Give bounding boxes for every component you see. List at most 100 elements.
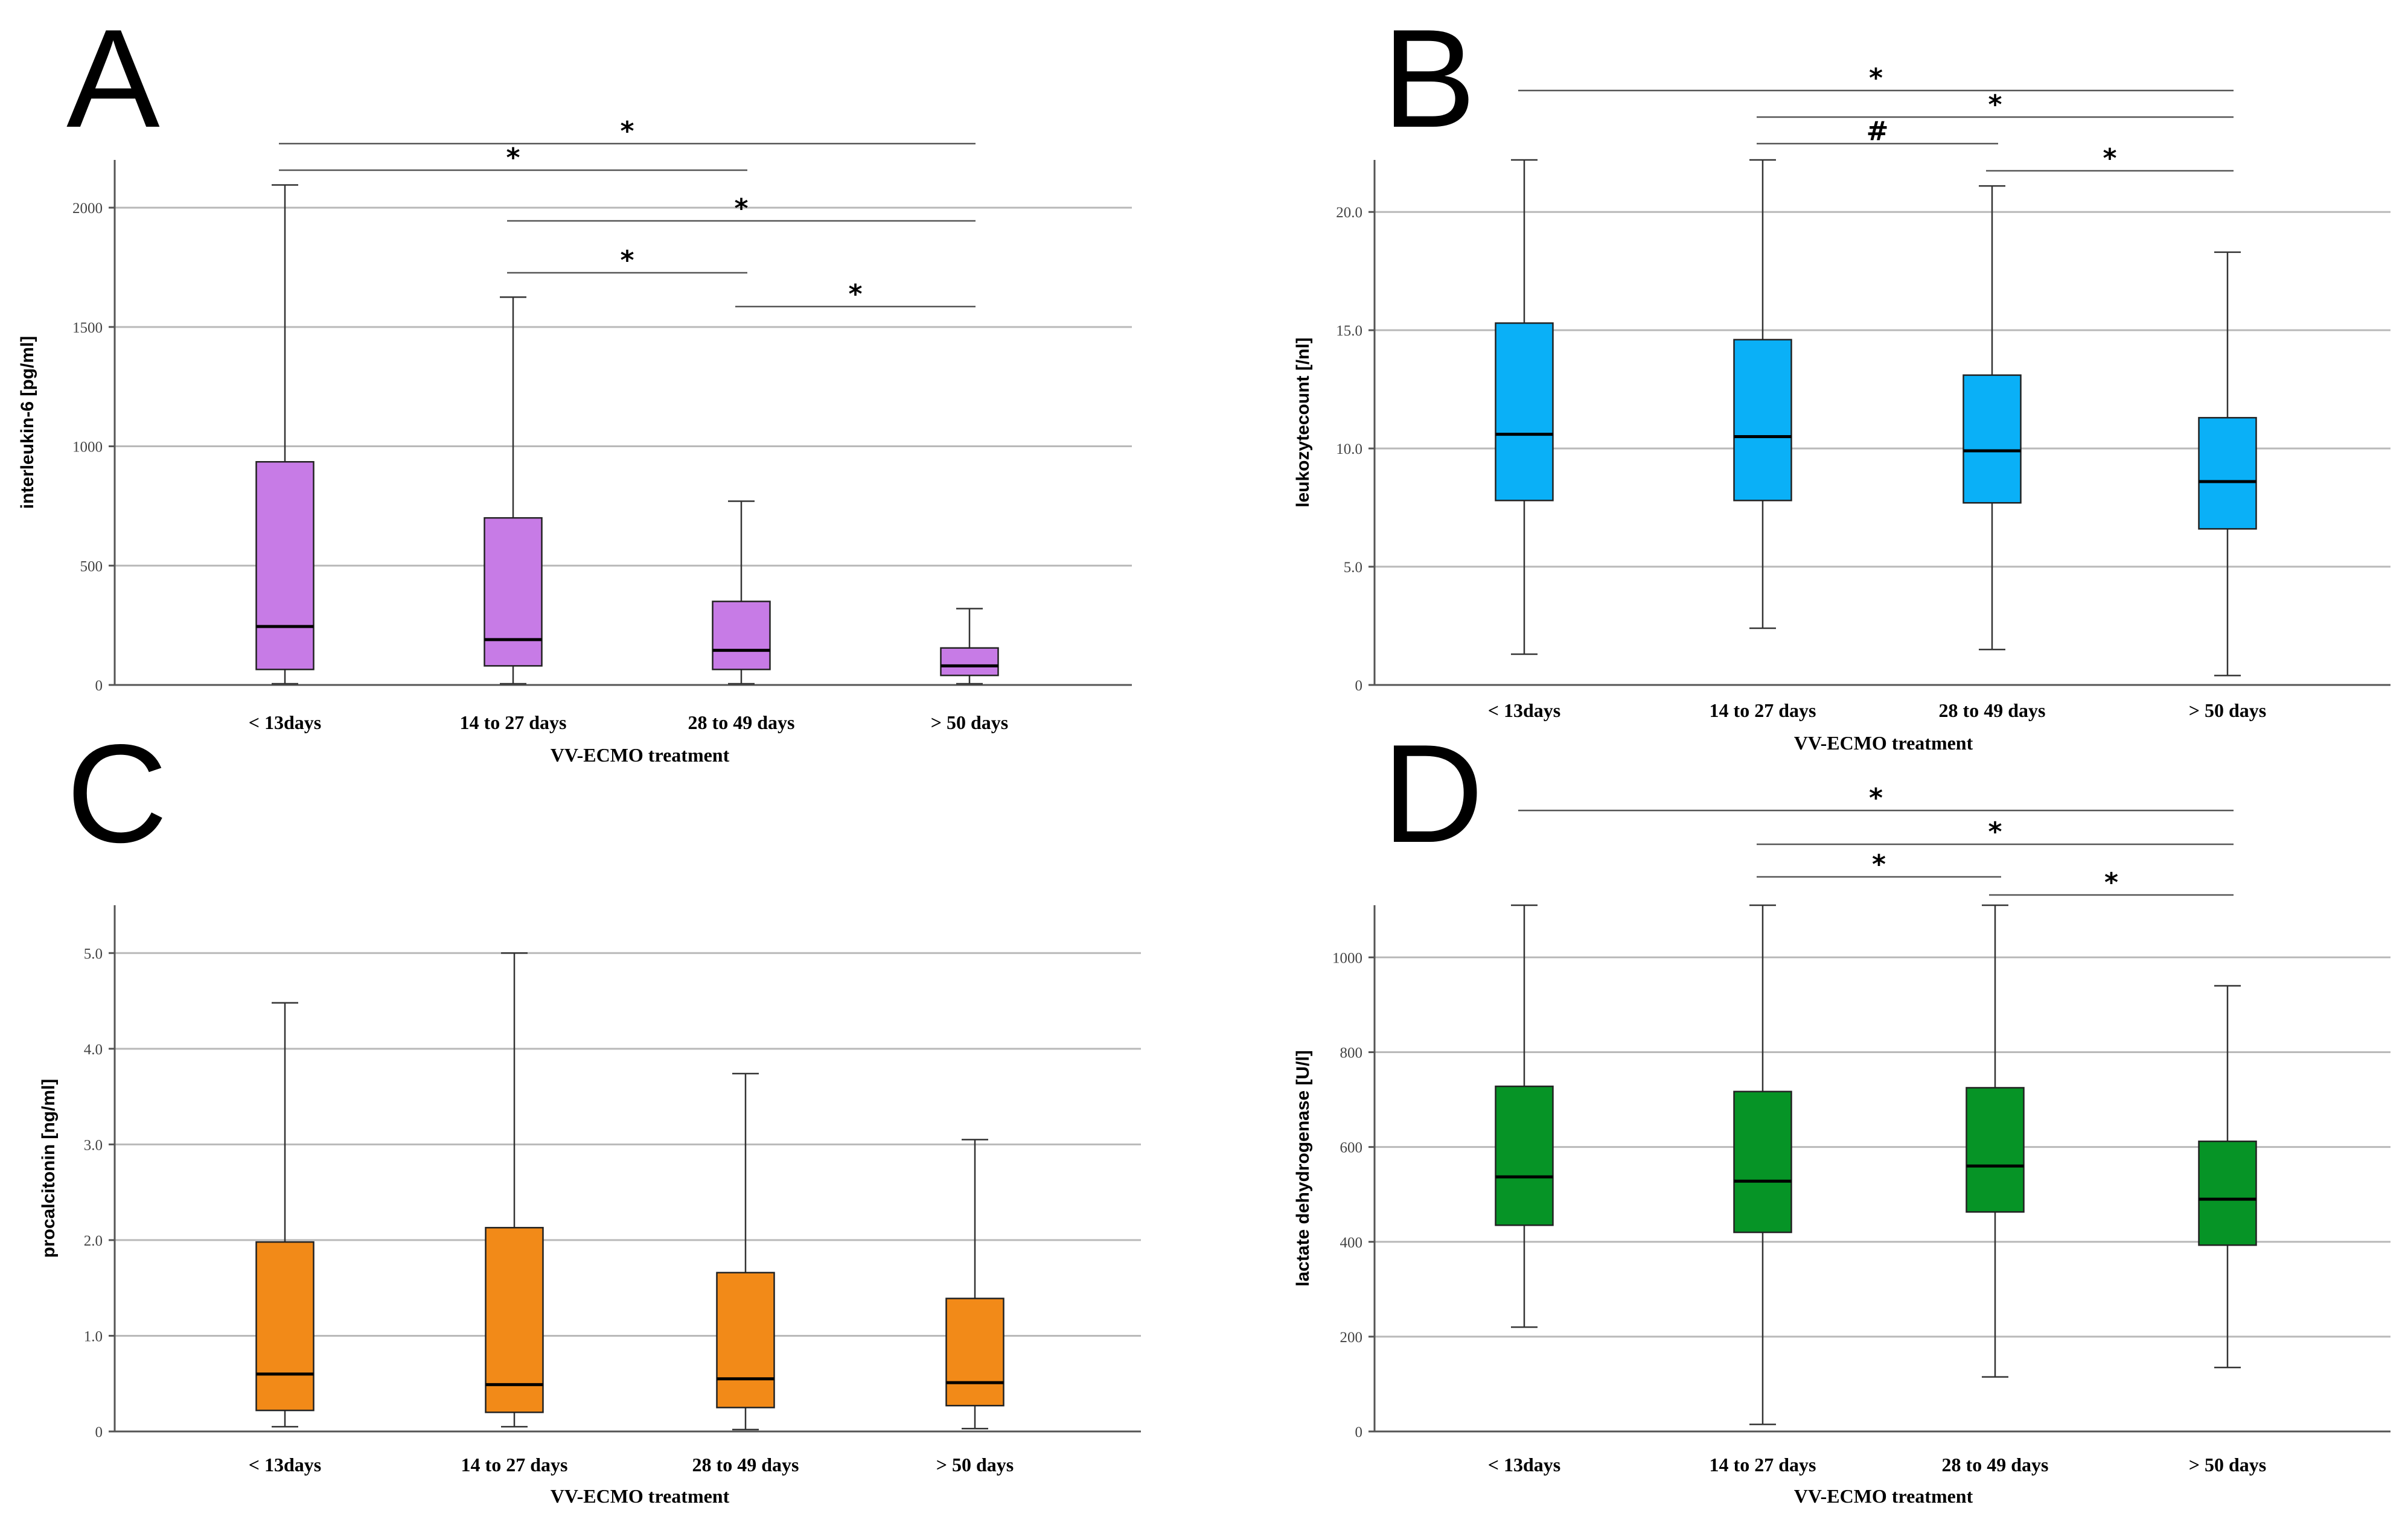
- y-tick-label: 1000: [1332, 950, 1362, 966]
- significance-marker: *: [620, 245, 634, 276]
- category-label: < 13days: [249, 1454, 321, 1476]
- panel-letter: D: [1382, 716, 1484, 872]
- significance-marker: *: [620, 116, 634, 147]
- panel-c: C 0 1.0 2.0 3.0 4.0 5.0 procalcitonin [ng/ml] < …: [39, 716, 1141, 1507]
- category-label: > 50 days: [931, 712, 1008, 733]
- x-axis-title: VV-ECMO treatment: [1794, 1485, 1973, 1507]
- category-label: 28 to 49 days: [688, 712, 795, 733]
- panel-a: A 0 500 1000 1500 2000 interleukin-6 [pg/ml] < …: [18, 1, 1132, 766]
- y-tick-label: 4.0: [84, 1042, 103, 1058]
- y-tick-label: 15.0: [1336, 323, 1362, 339]
- panel-d: D 0 200 400 600 800 1000 lactate dehydrogenase …: [1293, 716, 2390, 1507]
- y-tick-label: 500: [80, 558, 103, 575]
- category-label: 14 to 27 days: [460, 712, 567, 733]
- box-iqr: [716, 1272, 775, 1409]
- y-tick-label: 1.0: [84, 1328, 103, 1345]
- box-group: [940, 608, 999, 685]
- box-iqr: [1733, 339, 1792, 501]
- panel-letter: B: [1382, 1, 1476, 157]
- box-iqr: [1733, 1090, 1792, 1234]
- y-tick-label: 400: [1340, 1235, 1363, 1251]
- panel-b: B 0 5.0 10.0 15.0 20.0 leukozytecount [/nl] < 1…: [1293, 1, 2390, 754]
- y-tick-label: 800: [1340, 1045, 1363, 1062]
- y-tick-label: 1000: [72, 439, 103, 456]
- box-group: [1966, 904, 2025, 1378]
- box-iqr: [484, 517, 543, 667]
- y-tick-label: 0: [1355, 1424, 1363, 1441]
- significance-marker: *: [848, 279, 862, 310]
- box-group: [945, 1139, 1004, 1430]
- significance-marker: *: [2103, 143, 2116, 174]
- category-label: < 13days: [1488, 1454, 1560, 1476]
- y-axis-title: interleukin-6 [pg/ml]: [18, 336, 37, 509]
- box-iqr: [2198, 1140, 2257, 1246]
- box-iqr: [2198, 416, 2257, 530]
- box-iqr: [945, 1297, 1004, 1407]
- y-tick-label: 5.0: [1344, 559, 1362, 576]
- category-label: 28 to 49 days: [692, 1454, 799, 1476]
- category-label: > 50 days: [936, 1454, 1014, 1476]
- category-label: 14 to 27 days: [1710, 1454, 1816, 1476]
- y-axis-title: lactate dehydrogenase [U/l]: [1293, 1050, 1313, 1287]
- category-label: 14 to 27 days: [461, 1454, 568, 1476]
- significance-marker: *: [1869, 783, 1883, 813]
- significance-marker: *: [506, 142, 520, 173]
- box-iqr: [1495, 322, 1554, 501]
- box-group: [1733, 159, 1792, 629]
- box-group: [1495, 904, 1554, 1328]
- category-label: > 50 days: [2189, 699, 2266, 721]
- box-group: [2198, 251, 2257, 677]
- category-label: 28 to 49 days: [1939, 699, 2046, 721]
- significance-marker: *: [1988, 89, 2002, 120]
- y-axis-title: procalcitonin [ng/ml]: [39, 1079, 59, 1258]
- significance-marker: #: [1867, 116, 1889, 147]
- panel-letter: A: [66, 1, 160, 157]
- box-iqr: [712, 600, 771, 670]
- box-group: [1962, 185, 2022, 651]
- y-tick-label: 0: [95, 1424, 103, 1441]
- box-group: [485, 952, 544, 1428]
- box-iqr: [940, 647, 999, 677]
- panel-letter: C: [66, 716, 168, 872]
- category-label: < 13days: [249, 712, 321, 733]
- significance-marker: *: [1872, 849, 1886, 880]
- y-tick-label: 200: [1340, 1329, 1363, 1346]
- box-group: [1495, 159, 1554, 655]
- y-tick-label: 0: [95, 678, 103, 694]
- box-iqr: [485, 1227, 544, 1413]
- box-iqr: [1966, 1087, 2025, 1213]
- y-tick-label: 600: [1340, 1140, 1363, 1156]
- y-tick-label: 3.0: [84, 1137, 103, 1153]
- box-group: [2198, 985, 2257, 1369]
- y-tick-label: 1500: [72, 320, 103, 336]
- y-tick-label: 2000: [72, 200, 103, 217]
- significance-marker: *: [2104, 867, 2118, 898]
- box-iqr: [255, 1241, 315, 1412]
- y-tick-label: 2.0: [84, 1233, 103, 1249]
- significance-marker: *: [734, 193, 748, 224]
- box-iqr: [255, 461, 315, 670]
- x-axis-title: VV-ECMO treatment: [551, 744, 730, 766]
- significance-marker: *: [1869, 63, 1883, 94]
- box-group: [484, 296, 543, 685]
- box-group: [1733, 904, 1792, 1425]
- y-tick-label: 0: [1355, 678, 1363, 694]
- x-axis-title: VV-ECMO treatment: [551, 1485, 730, 1507]
- y-axis-title: leukozytecount [/nl]: [1293, 337, 1313, 508]
- box-group: [255, 1002, 315, 1428]
- category-label: 28 to 49 days: [1942, 1454, 2049, 1476]
- category-label: 14 to 27 days: [1710, 699, 1816, 721]
- x-axis-title: VV-ECMO treatment: [1794, 732, 1973, 754]
- category-label: < 13days: [1488, 699, 1560, 721]
- box-group: [716, 1072, 775, 1431]
- box-iqr: [1495, 1085, 1554, 1226]
- category-label: > 50 days: [2189, 1454, 2266, 1476]
- y-tick-label: 20.0: [1336, 205, 1362, 221]
- y-tick-label: 5.0: [84, 946, 103, 962]
- box-group: [712, 500, 771, 685]
- y-tick-label: 10.0: [1336, 441, 1362, 457]
- box-group: [255, 184, 315, 685]
- significance-marker: *: [1988, 817, 2002, 847]
- box-iqr: [1962, 374, 2022, 504]
